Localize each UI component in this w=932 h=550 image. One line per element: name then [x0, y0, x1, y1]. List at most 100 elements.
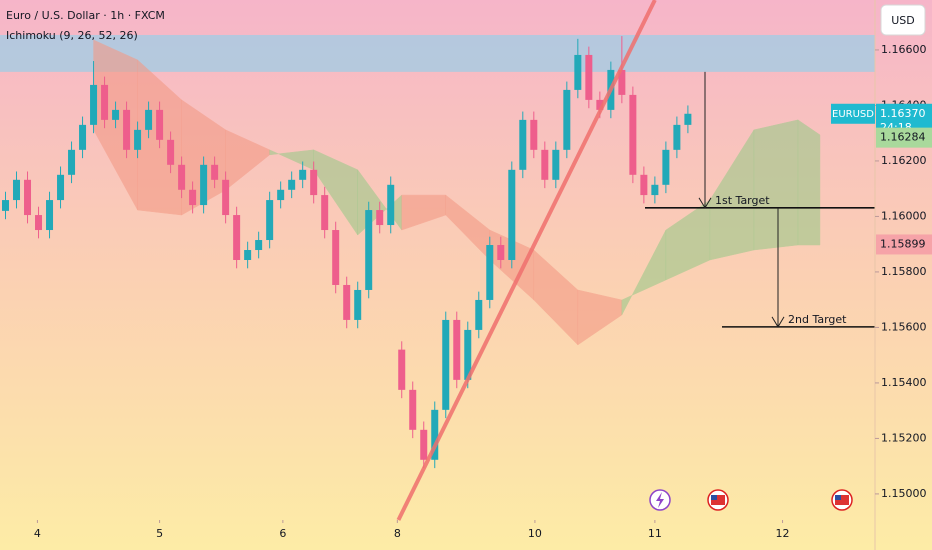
candle-body: [585, 54, 593, 100]
candle-body: [541, 149, 549, 180]
candle-body: [398, 349, 406, 390]
candle-body: [486, 245, 494, 300]
candle-body: [574, 54, 582, 90]
y-tick-label: 1.15200: [881, 431, 927, 444]
candle-body: [497, 245, 505, 260]
candle-body: [211, 164, 219, 180]
candle-body: [409, 389, 417, 430]
candle-body: [189, 189, 197, 206]
flag: [711, 495, 725, 505]
candle-body: [552, 149, 560, 180]
price-label: 1.16370: [880, 107, 926, 120]
x-tick-label: 11: [648, 527, 662, 540]
currency-label[interactable]: USD: [891, 14, 915, 27]
candle-body: [299, 169, 307, 180]
candle-body: [387, 184, 395, 226]
x-tick-label: 12: [776, 527, 790, 540]
candle-body: [508, 169, 516, 260]
plot-area: 1st Target 2nd Target: [0, 0, 875, 521]
candle-body: [530, 119, 538, 150]
x-tick-label: 8: [394, 527, 401, 540]
candle-body: [310, 169, 318, 196]
flag: [835, 495, 849, 505]
symbol-label: EURUSD: [832, 109, 874, 120]
candle-body: [376, 210, 384, 226]
candle-body: [673, 124, 681, 150]
price-label: 1.15899: [880, 237, 926, 250]
candle-body: [365, 210, 373, 290]
candle-body: [222, 179, 230, 216]
target-label: 1st Target: [715, 194, 770, 207]
candle-body: [79, 124, 87, 150]
candle-body: [453, 319, 461, 380]
y-tick-label: 1.15400: [881, 376, 927, 389]
candle-body: [255, 240, 263, 251]
candle-body: [266, 200, 274, 241]
x-tick-label: 6: [279, 527, 286, 540]
candle-body: [101, 84, 109, 120]
candle-body: [629, 94, 637, 175]
flag-canton: [711, 495, 717, 500]
candle-body: [68, 149, 76, 175]
candle-body: [167, 139, 175, 165]
candle-body: [464, 329, 472, 380]
candle-body: [35, 215, 43, 231]
x-tick-label: 4: [34, 527, 41, 540]
candle-body: [90, 84, 98, 125]
candle-body: [134, 129, 142, 150]
event-icons: [649, 489, 853, 511]
candle-body: [640, 174, 648, 196]
candle-body: [24, 179, 32, 216]
candle-body: [651, 184, 659, 196]
target-arrowhead: [771, 316, 785, 328]
candle-body: [2, 200, 10, 211]
currency-button[interactable]: [880, 4, 926, 36]
symbol-box: [831, 103, 875, 124]
y-tick-label: 1.16000: [881, 209, 927, 222]
candle-body: [442, 319, 450, 410]
candle-body: [519, 119, 527, 170]
price-label-box: [876, 127, 932, 148]
y-tick-label: 1.15800: [881, 265, 927, 278]
candle-body: [332, 230, 340, 285]
candle-body: [123, 109, 131, 150]
price-label-box: [876, 234, 932, 255]
cloud-segment: [797, 119, 821, 246]
candle-body: [596, 99, 604, 110]
candle-body: [431, 409, 439, 460]
flag-canton: [835, 495, 841, 500]
cloud-segment: [753, 119, 799, 251]
price-label: 1.16284: [880, 131, 926, 144]
candle-body: [354, 289, 362, 320]
lightning: [656, 492, 664, 508]
candle-body: [178, 164, 186, 190]
candle-body: [475, 299, 483, 330]
target-arrowhead: [698, 197, 712, 209]
candle-body: [563, 89, 571, 150]
candle-body: [13, 179, 21, 201]
resistance-zone: [0, 34, 875, 72]
indicator-label: Ichimoku (9, 26, 52, 26): [6, 29, 138, 42]
candle-body: [145, 109, 153, 130]
candle-body: [321, 195, 329, 231]
candle-body: [200, 164, 208, 206]
candle-body: [244, 250, 252, 260]
candle-body: [343, 284, 351, 320]
candle-body: [57, 174, 65, 201]
candle-body: [46, 200, 54, 231]
candle-body: [618, 69, 626, 95]
y-tick-label: 1.16600: [881, 43, 927, 56]
candle-body: [662, 149, 670, 185]
x-tick-label: 10: [528, 527, 542, 540]
candle-body: [277, 189, 285, 201]
x-tick-label: 5: [156, 527, 163, 540]
y-tick-label: 1.15000: [881, 487, 927, 500]
candle-body: [420, 429, 428, 460]
candle-body: [684, 113, 692, 125]
y-tick-label: 1.15600: [881, 320, 927, 333]
target-label: 2nd Target: [788, 313, 847, 326]
candle-body: [112, 109, 120, 120]
chart-title: Euro / U.S. Dollar · 1h · FXCM: [6, 9, 165, 22]
